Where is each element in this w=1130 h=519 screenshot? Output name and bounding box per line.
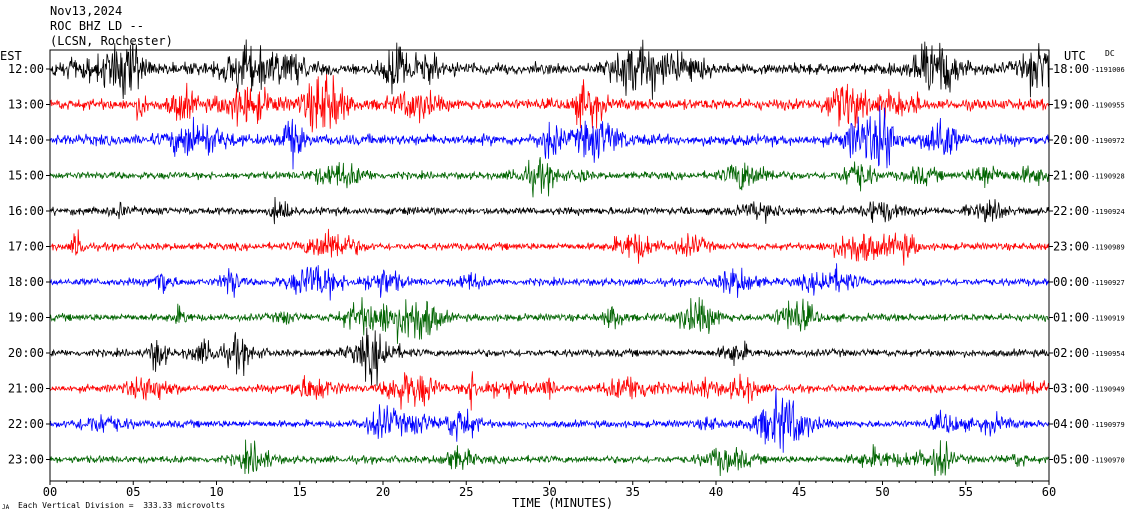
est-hour-label: 22:00: [8, 417, 44, 431]
trace-row-2300: [49, 439, 1050, 477]
utc-hour-label: 19:00: [1053, 98, 1089, 112]
dc-offset-value: -1190924: [1091, 208, 1125, 216]
utc-hour-label: 04:00: [1053, 417, 1089, 431]
est-hour-label: 14:00: [8, 133, 44, 147]
x-tick-label: 35: [626, 485, 640, 499]
scale-note: Each Vertical Division = 333.33 microvol…: [18, 501, 226, 510]
x-tick-label: 50: [875, 485, 889, 499]
dc-offset-value: -1190949: [1091, 386, 1125, 394]
est-hour-label: 17:00: [8, 240, 44, 254]
x-axis-label: TIME (MINUTES): [512, 496, 614, 510]
utc-hour-label: 02:00: [1053, 346, 1089, 360]
dc-offset-value: -1190928: [1091, 173, 1125, 181]
left-timezone: EST: [0, 49, 22, 63]
x-tick-layer: 00 05 10 15 20 25 30 35 40 45 50 55 60: [43, 481, 1056, 499]
x-tick-label: 40: [709, 485, 723, 499]
trace-row-1600: [49, 196, 1050, 225]
est-hour-label: 19:00: [8, 311, 44, 325]
est-hour-label: 16:00: [8, 204, 44, 218]
trace-row-1700: [49, 228, 1049, 266]
utc-hour-label: 01:00: [1053, 311, 1089, 325]
dc-offset-value: -1190970: [1091, 457, 1125, 465]
trace-row-2000: [49, 327, 1050, 386]
est-hour-label: 20:00: [8, 346, 44, 360]
utc-hour-label: 20:00: [1053, 133, 1089, 147]
utc-hour-label: 18:00: [1053, 62, 1089, 76]
utc-hour-label: 03:00: [1053, 382, 1089, 396]
trace-row-1300: [49, 74, 1050, 133]
station-location: (LCSN, Rochester): [50, 34, 173, 48]
est-hour-label: 15:00: [8, 169, 44, 183]
logo-mark: JA: [2, 504, 10, 511]
trace-row-1200: [49, 39, 1050, 100]
est-hour-label: 13:00: [8, 98, 44, 112]
dc-offset-value: -1191006: [1091, 66, 1125, 74]
trace-layer: [49, 39, 1050, 477]
dc-offset-value: -1190989: [1091, 244, 1125, 252]
trace-row-2100: [49, 371, 1050, 411]
dc-offset-value: -1190919: [1091, 315, 1125, 323]
utc-hour-label: 23:00: [1053, 240, 1089, 254]
dc-offset-value: -1190972: [1091, 137, 1125, 145]
x-tick-label: 30: [542, 485, 556, 499]
utc-hour-label: 00:00: [1053, 275, 1089, 289]
trace-row-2200: [49, 387, 1050, 453]
dc-offset-value: -1190979: [1091, 421, 1125, 429]
station-code: ROC BHZ LD --: [50, 19, 144, 33]
utc-hour-label: 21:00: [1053, 169, 1089, 183]
trace-row-1500: [49, 157, 1050, 198]
x-tick-label: 00: [43, 485, 57, 499]
x-tick-label: 45: [792, 485, 806, 499]
est-hour-label: 23:00: [8, 453, 44, 467]
x-tick-label: 55: [959, 485, 973, 499]
x-tick-label: 60: [1042, 485, 1056, 499]
dc-offset-value: -1190955: [1091, 102, 1125, 110]
x-tick-label: 20: [376, 485, 390, 499]
right-timezone: UTC: [1064, 49, 1086, 63]
est-hour-label: 18:00: [8, 275, 44, 289]
dc-offset-header: DC: [1105, 49, 1115, 58]
x-tick-label: 10: [209, 485, 223, 499]
est-hour-label: 21:00: [8, 382, 44, 396]
x-tick-label: 25: [459, 485, 473, 499]
trace-row-1900: [49, 297, 1050, 344]
plot-date: Nov13,2024: [50, 4, 123, 18]
dc-offset-value: -1190927: [1091, 279, 1125, 287]
utc-hour-label: 22:00: [1053, 204, 1089, 218]
est-hour-label: 12:00: [8, 62, 44, 76]
trace-row-1400: [49, 105, 1050, 170]
x-tick-label: 15: [293, 485, 307, 499]
utc-hour-label: 05:00: [1053, 453, 1089, 467]
trace-row-1800: [49, 263, 1050, 301]
x-tick-label: 05: [126, 485, 140, 499]
dc-offset-value: -1190954: [1091, 350, 1125, 358]
plot-frame: [49, 49, 1050, 482]
